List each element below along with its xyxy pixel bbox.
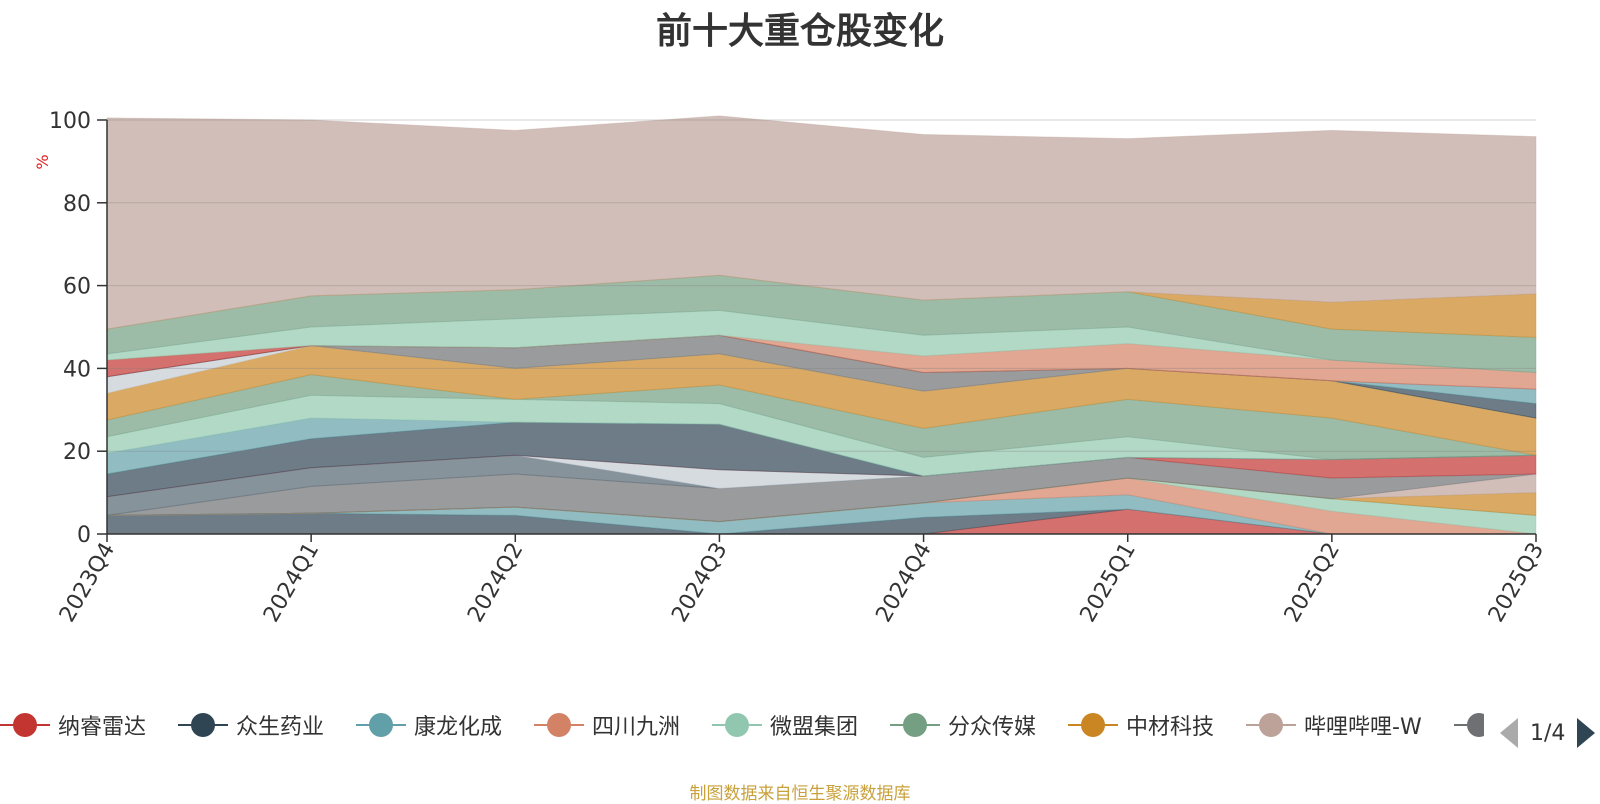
legend-item[interactable]: 中材科技 (1068, 710, 1214, 740)
area-series-16[interactable] (106, 345, 1537, 456)
legend-item-partial[interactable] (1454, 710, 1484, 740)
legend-marker-icon (1246, 710, 1296, 740)
grid-layer (107, 119, 1536, 452)
legend-label: 分众传媒 (948, 715, 1037, 740)
x-tick-label: 2024Q3 (667, 539, 732, 627)
y-tick-label: 40 (63, 357, 91, 382)
legend-pager: 1/4 (1500, 718, 1596, 748)
legend-marker-icon (1068, 710, 1118, 740)
legend-marker-icon (890, 710, 940, 740)
x-tick-label: 2025Q2 (1280, 539, 1345, 627)
area-series-11[interactable] (106, 454, 1537, 498)
legend-page-indicator: 1/4 (1530, 720, 1566, 746)
legend-item[interactable]: 哔哩哔哩-W (1246, 710, 1422, 740)
area-series-26[interactable] (106, 115, 1537, 330)
legend-label: 中材科技 (1126, 715, 1215, 740)
legend-marker-icon (178, 710, 228, 740)
legend-marker-icon (356, 710, 406, 740)
legend-marker-icon (534, 710, 584, 740)
y-tick-label: 80 (63, 192, 91, 217)
legend-marker-icon (712, 710, 762, 740)
legend-label: 微盟集团 (770, 715, 859, 740)
legend-label: 众生药业 (236, 715, 325, 740)
legend-item[interactable]: 分众传媒 (890, 710, 1036, 740)
x-tick-label: 2024Q1 (259, 539, 324, 627)
legend-marker-icon (1454, 710, 1484, 740)
x-tick-label: 2025Q1 (1076, 539, 1141, 627)
y-axis-label: % (33, 154, 52, 169)
legend-item[interactable]: 康龙化成 (356, 710, 502, 740)
area-series-15[interactable] (106, 374, 1537, 461)
chart-title: 前十大重仓股变化 (655, 11, 944, 52)
legend-label: 四川九洲 (592, 715, 681, 740)
x-tick-label: 2025Q3 (1484, 539, 1549, 627)
legend-item[interactable]: 纳睿雷达 (0, 710, 146, 740)
x-tick-label: 2024Q4 (871, 539, 936, 627)
legend-marker-icon (0, 710, 50, 740)
legend-next-page-icon[interactable] (1577, 718, 1596, 748)
y-tick-label: 100 (49, 109, 91, 134)
source-note: 制图数据来自恒生聚源数据库 (689, 784, 911, 804)
x-tick-label: 2024Q2 (463, 539, 528, 627)
legend-item[interactable]: 微盟集团 (712, 710, 858, 740)
legend-item[interactable]: 四川九洲 (534, 710, 680, 740)
legend-item[interactable]: 众生药业 (178, 710, 324, 740)
y-tick-label: 0 (77, 523, 91, 548)
y-tick-label: 20 (63, 440, 91, 465)
legend-label: 纳睿雷达 (58, 715, 147, 740)
legend-prev-page-icon[interactable] (1500, 718, 1518, 748)
legend-label: 康龙化成 (414, 715, 503, 740)
x-tick-label: 2023Q4 (55, 539, 120, 627)
area-layer (106, 115, 1537, 535)
legend-label: 哔哩哔哩-W (1304, 715, 1422, 740)
area-series-24[interactable] (106, 274, 1537, 374)
legend: 纳睿雷达 众生药业 康龙化成 四川九洲 微盟集团 分众传媒 中材科技 哔哩哔哩-W (0, 710, 1600, 750)
y-tick-label: 60 (63, 275, 91, 300)
